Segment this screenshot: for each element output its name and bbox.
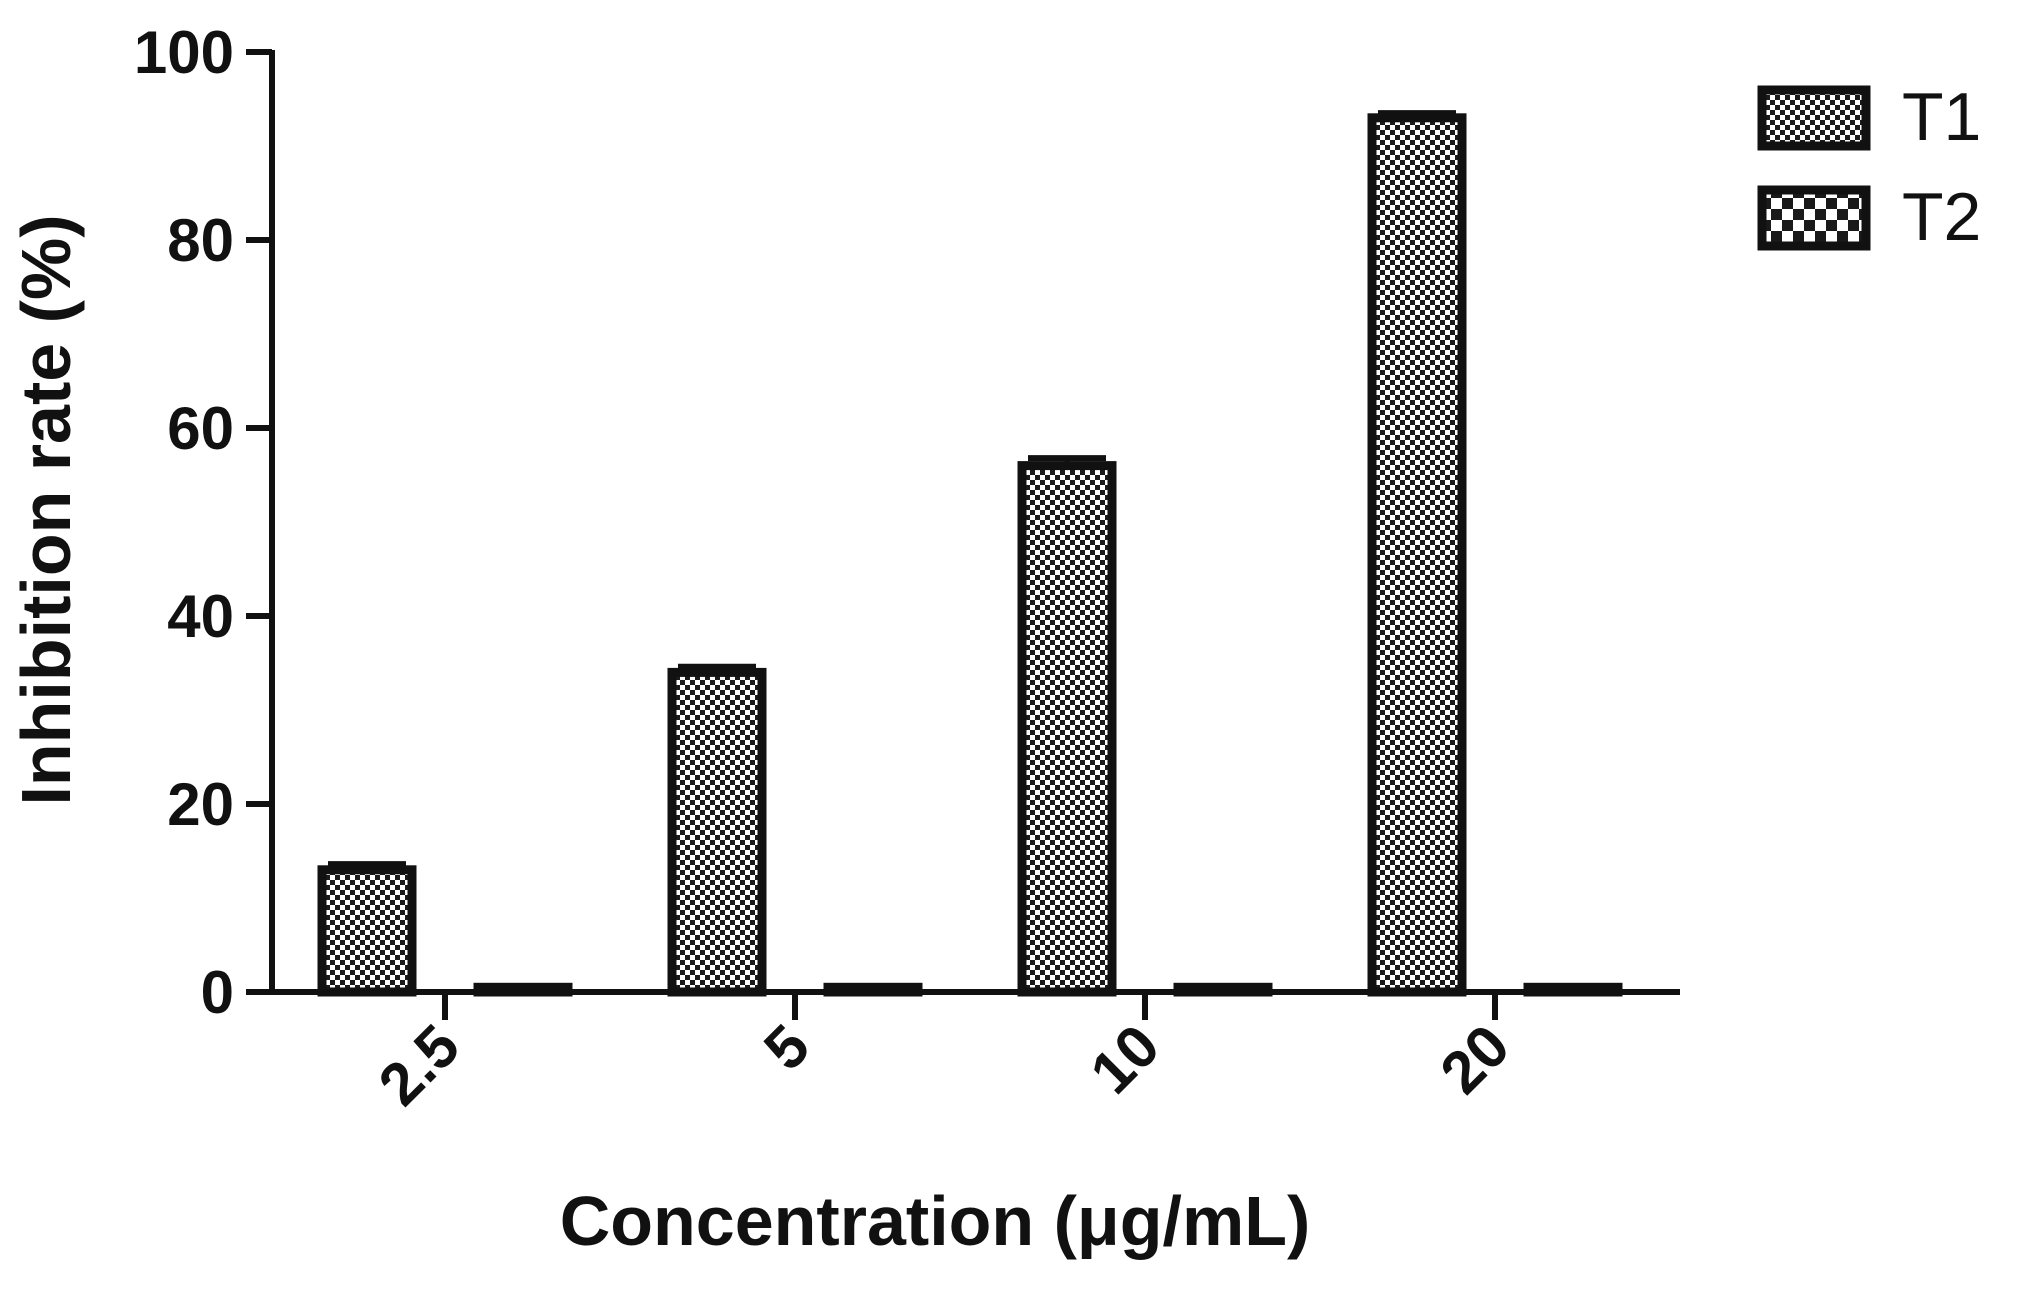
- y-tick-label: 60: [167, 395, 234, 462]
- y-tick-label: 40: [167, 583, 234, 650]
- bar-t1: [1017, 461, 1117, 997]
- legend-swatch-t2: [1757, 185, 1871, 251]
- x-axis: 2.5 5 10 20: [269, 989, 1680, 1118]
- y-axis-title: Inhibition rate (%): [7, 214, 85, 805]
- x-axis-title: Concentration (μg/mL): [560, 1182, 1311, 1260]
- y-axis: 0 20 40 60 80 100: [134, 19, 275, 1026]
- x-category-label: 10: [1078, 1012, 1173, 1107]
- y-tick-label: 0: [201, 959, 234, 1026]
- x-category-label: 5: [751, 1012, 822, 1083]
- y-tick-label: 20: [167, 771, 234, 838]
- x-category-label: 20: [1428, 1012, 1523, 1107]
- legend-label-t2: T2: [1902, 179, 1981, 255]
- y-tick-label: 100: [134, 19, 234, 86]
- bar-t1: [1367, 113, 1467, 997]
- legend-label-t1: T1: [1902, 79, 1981, 155]
- y-tick-label: 80: [167, 207, 234, 274]
- legend-swatch-t1: [1757, 85, 1871, 151]
- x-category-label: 2.5: [366, 1012, 472, 1118]
- bar-t1: [667, 667, 767, 997]
- bar-t1: [317, 865, 417, 997]
- plot-area: [317, 110, 1623, 997]
